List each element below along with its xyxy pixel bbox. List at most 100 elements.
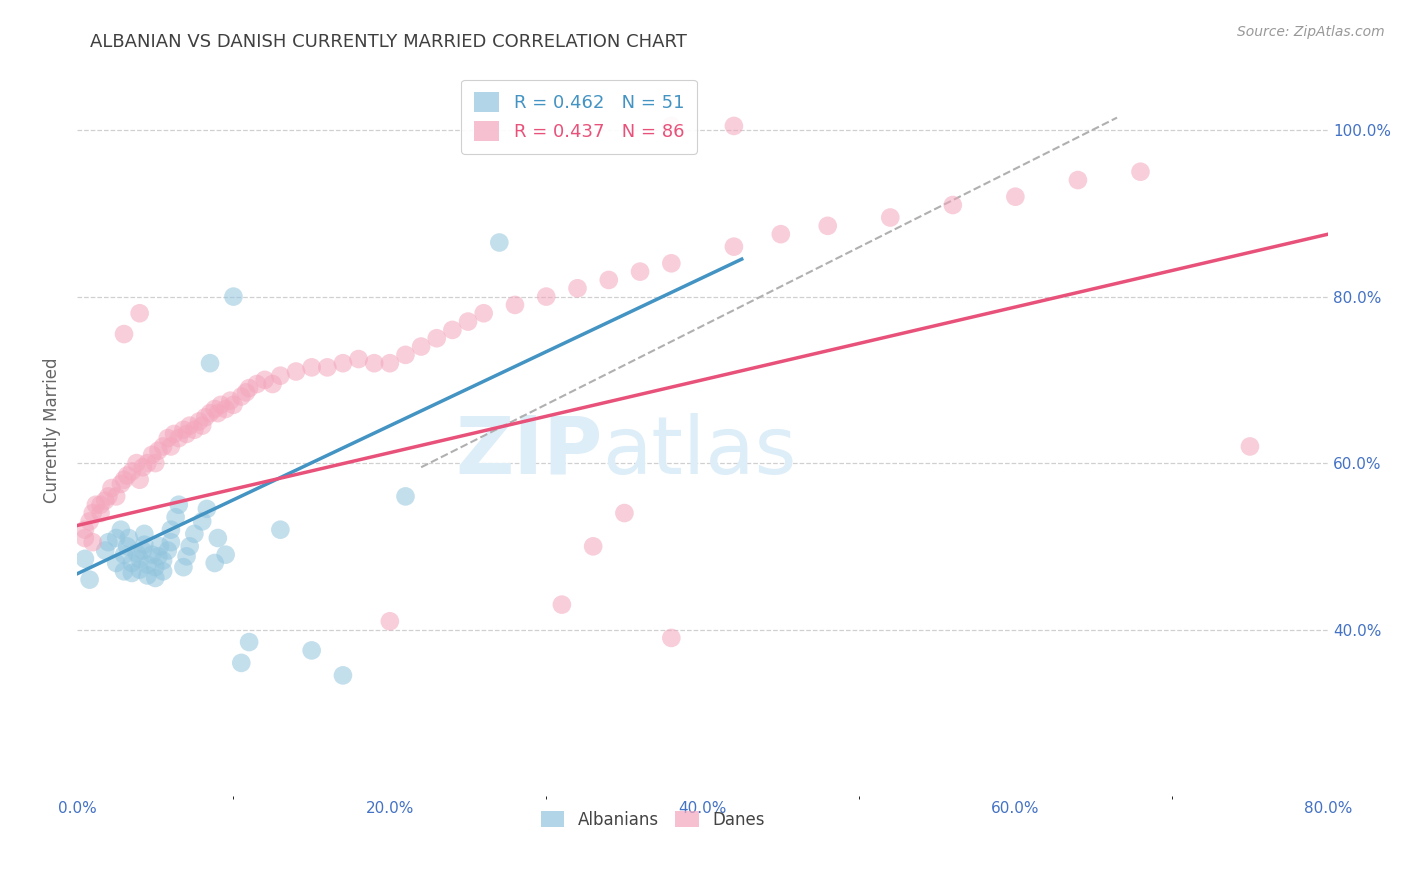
Point <box>167 498 190 512</box>
Point <box>110 523 132 537</box>
Point <box>598 273 620 287</box>
Point <box>79 573 101 587</box>
Point <box>378 356 401 370</box>
Point <box>188 415 211 429</box>
Point <box>160 535 183 549</box>
Point <box>172 423 194 437</box>
Point <box>457 315 479 329</box>
Point <box>112 548 135 562</box>
Point <box>209 398 232 412</box>
Point <box>551 598 574 612</box>
Point <box>97 489 120 503</box>
Point <box>121 556 143 570</box>
Point <box>183 526 205 541</box>
Point <box>204 402 226 417</box>
Point <box>121 566 143 580</box>
Point <box>100 481 122 495</box>
Point <box>176 549 198 564</box>
Point <box>301 360 323 375</box>
Point <box>269 368 291 383</box>
Point <box>214 548 236 562</box>
Point <box>222 398 245 412</box>
Point <box>204 556 226 570</box>
Point <box>582 539 605 553</box>
Point <box>269 523 291 537</box>
Point <box>613 506 636 520</box>
Point <box>179 418 201 433</box>
Point <box>194 410 217 425</box>
Point <box>183 423 205 437</box>
Point <box>73 531 96 545</box>
Point <box>659 256 682 270</box>
Point <box>723 240 745 254</box>
Point <box>332 668 354 682</box>
Point <box>115 539 138 553</box>
Point <box>82 535 104 549</box>
Point <box>118 531 141 545</box>
Point <box>136 568 159 582</box>
Text: atlas: atlas <box>603 413 797 491</box>
Point <box>132 460 155 475</box>
Point <box>394 489 416 503</box>
Point <box>411 340 433 354</box>
Point <box>1239 440 1261 454</box>
Point <box>110 476 132 491</box>
Point <box>134 538 156 552</box>
Point <box>262 377 284 392</box>
Point <box>195 501 218 516</box>
Point <box>301 643 323 657</box>
Point <box>160 523 183 537</box>
Point <box>723 119 745 133</box>
Point <box>136 558 159 572</box>
Point <box>156 431 179 445</box>
Point <box>105 489 128 503</box>
Point <box>235 385 257 400</box>
Point <box>141 448 163 462</box>
Point <box>112 327 135 342</box>
Point <box>659 119 682 133</box>
Point <box>128 306 150 320</box>
Point <box>426 331 449 345</box>
Point <box>143 456 166 470</box>
Text: ZIP: ZIP <box>456 413 603 491</box>
Text: ALBANIAN VS DANISH CURRENTLY MARRIED CORRELATION CHART: ALBANIAN VS DANISH CURRENTLY MARRIED COR… <box>90 33 686 51</box>
Point <box>125 456 148 470</box>
Point <box>90 506 112 520</box>
Point <box>149 539 172 553</box>
Point <box>112 564 135 578</box>
Point <box>214 402 236 417</box>
Point <box>132 543 155 558</box>
Y-axis label: Currently Married: Currently Married <box>44 357 60 502</box>
Point <box>160 440 183 454</box>
Point <box>128 563 150 577</box>
Point <box>94 493 117 508</box>
Point <box>536 290 558 304</box>
Point <box>347 352 370 367</box>
Text: Source: ZipAtlas.com: Source: ZipAtlas.com <box>1237 25 1385 39</box>
Point <box>879 211 901 225</box>
Point <box>121 464 143 478</box>
Point <box>152 553 174 567</box>
Point <box>105 556 128 570</box>
Point <box>246 377 269 392</box>
Point <box>219 393 242 408</box>
Point <box>769 227 792 242</box>
Point <box>222 290 245 304</box>
Point <box>73 551 96 566</box>
Point <box>165 510 187 524</box>
Point <box>207 531 229 545</box>
Point <box>73 523 96 537</box>
Point <box>231 656 253 670</box>
Point <box>112 473 135 487</box>
Point <box>1129 165 1152 179</box>
Point <box>316 360 339 375</box>
Point <box>141 548 163 562</box>
Point <box>143 571 166 585</box>
Point <box>97 535 120 549</box>
Point <box>363 356 385 370</box>
Point <box>148 443 170 458</box>
Point <box>128 473 150 487</box>
Point <box>238 635 260 649</box>
Point <box>79 514 101 528</box>
Point <box>163 427 186 442</box>
